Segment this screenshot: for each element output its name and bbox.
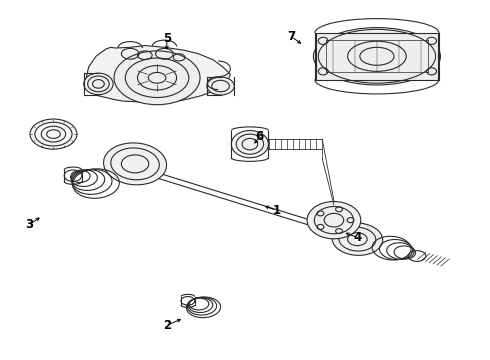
Ellipse shape — [84, 73, 113, 95]
Text: 5: 5 — [163, 32, 171, 45]
Ellipse shape — [30, 119, 77, 149]
Ellipse shape — [307, 202, 361, 239]
Text: 1: 1 — [273, 204, 281, 217]
Text: 4: 4 — [353, 231, 362, 244]
Ellipse shape — [332, 223, 383, 255]
Text: 6: 6 — [255, 130, 264, 144]
Polygon shape — [316, 33, 438, 80]
Text: 2: 2 — [163, 319, 171, 332]
Ellipse shape — [314, 28, 441, 85]
Ellipse shape — [103, 143, 167, 185]
Text: 3: 3 — [25, 218, 33, 231]
Polygon shape — [86, 45, 230, 103]
Text: 7: 7 — [287, 30, 295, 43]
Ellipse shape — [231, 131, 269, 158]
Ellipse shape — [114, 51, 200, 105]
Ellipse shape — [207, 77, 234, 95]
